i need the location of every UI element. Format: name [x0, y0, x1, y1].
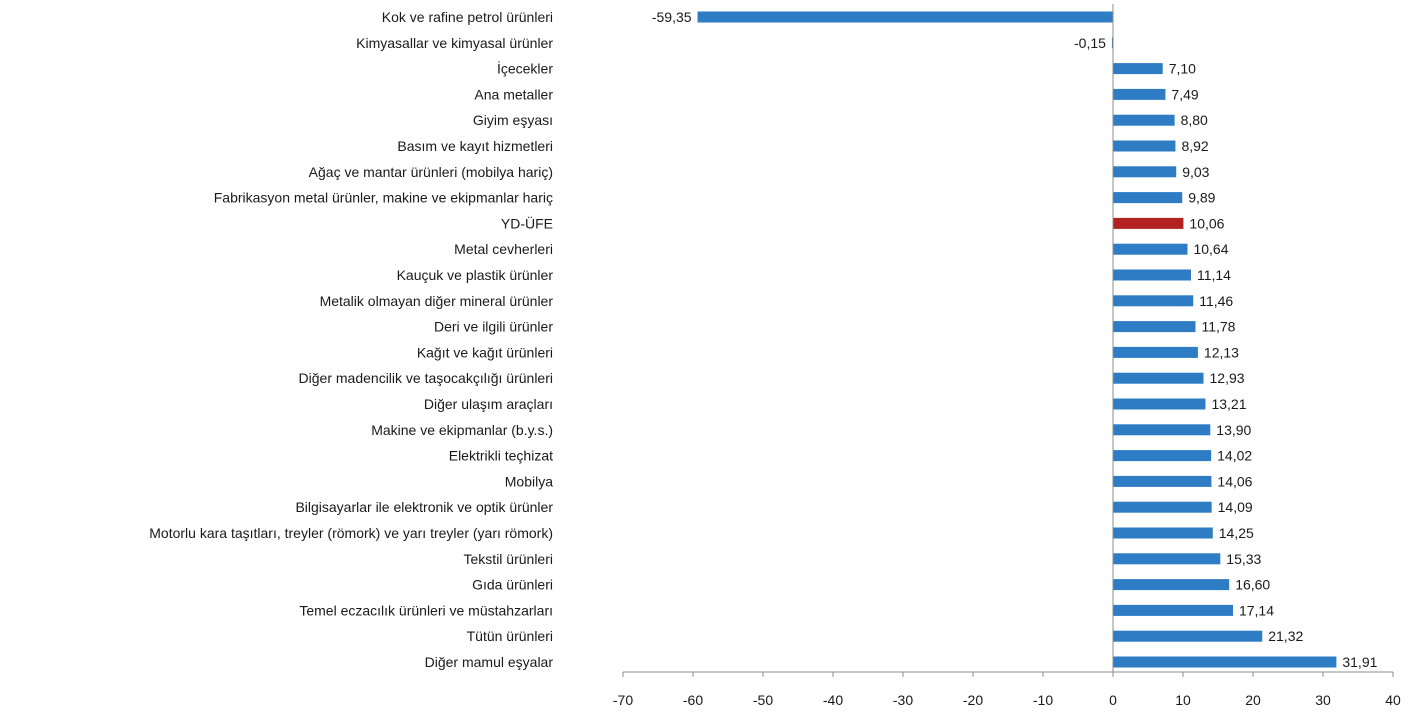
bar-1 [1111, 37, 1113, 49]
bars-group [697, 11, 1337, 668]
value-label-2: 7,10 [1169, 61, 1196, 77]
category-label-2: İçecekler [497, 60, 553, 77]
category-label-11: Metalik olmayan diğer mineral ürünler [320, 293, 554, 309]
value-label-15: 13,21 [1211, 396, 1246, 412]
bar-16 [1113, 424, 1211, 436]
bar-2 [1113, 63, 1163, 75]
x-tick-label-11: 40 [1385, 692, 1401, 708]
bar-7 [1113, 192, 1183, 204]
bar-25 [1113, 656, 1337, 668]
value-label-22: 16,60 [1235, 577, 1270, 593]
category-label-17: Elektrikli teçhizat [449, 448, 553, 464]
value-label-8: 10,06 [1189, 215, 1224, 231]
category-label-6: Ağaç ve mantar ürünleri (mobilya hariç) [309, 164, 553, 180]
bar-13 [1113, 346, 1198, 358]
bar-3 [1113, 88, 1166, 100]
x-tick-label-8: 10 [1175, 692, 1191, 708]
x-tick-label-9: 20 [1245, 692, 1261, 708]
category-label-9: Metal cevherleri [454, 241, 553, 257]
category-label-19: Bilgisayarlar ile elektronik ve optik ür… [295, 499, 553, 515]
category-label-14: Diğer madencilik ve taşocakçılığı ürünle… [299, 370, 553, 386]
bar-21 [1113, 553, 1221, 565]
bar-15 [1113, 398, 1206, 410]
category-label-18: Mobilya [505, 473, 553, 489]
bar-20 [1113, 527, 1213, 539]
value-label-11: 11,46 [1199, 293, 1233, 309]
axes-group: -70 -60 -50 -40 -30 -20 -10 0 10 20 30 40 [613, 4, 1401, 708]
value-label-5: 8,92 [1181, 138, 1208, 154]
value-label-17: 14,02 [1217, 448, 1252, 464]
bar-18 [1113, 475, 1212, 487]
bar-19 [1113, 501, 1212, 513]
value-label-10: 11,14 [1197, 267, 1231, 283]
value-label-6: 9,03 [1182, 164, 1209, 180]
value-label-23: 17,14 [1239, 602, 1274, 618]
category-label-13: Kağıt ve kağıt ürünleri [417, 344, 553, 360]
x-tick-label-7: 0 [1109, 692, 1117, 708]
bar-24 [1113, 630, 1263, 642]
value-label-14: 12,93 [1210, 370, 1245, 386]
category-label-10: Kauçuk ve plastik ürünler [397, 267, 554, 283]
category-label-4: Giyim eşyası [473, 112, 553, 128]
bar-10 [1113, 269, 1191, 281]
value-label-9: 10,64 [1193, 241, 1228, 257]
bar-5 [1113, 140, 1176, 152]
value-label-16: 13,90 [1216, 422, 1251, 438]
value-label-13: 12,13 [1204, 344, 1239, 360]
category-label-21: Tekstil ürünleri [464, 551, 553, 567]
x-tick-label-5: -20 [963, 692, 983, 708]
x-tick-label-4: -30 [893, 692, 913, 708]
x-tick-label-2: -50 [753, 692, 773, 708]
bar-22 [1113, 579, 1230, 591]
category-label-1: Kimyasallar ve kimyasal ürünler [356, 35, 553, 51]
bar-8 [1113, 217, 1184, 229]
category-labels-group: Kok ve rafine petrol ürünleri Kimyasallar… [149, 9, 553, 670]
bar-6 [1113, 166, 1177, 178]
value-label-25: 31,91 [1342, 654, 1377, 670]
category-label-22: Gıda ürünleri [472, 577, 553, 593]
value-label-19: 14,09 [1218, 499, 1253, 515]
category-label-16: Makine ve ekipmanlar (b.y.s.) [371, 422, 553, 438]
value-label-4: 8,80 [1181, 112, 1208, 128]
value-label-20: 14,25 [1219, 525, 1254, 541]
bar-14 [1113, 372, 1204, 384]
x-tick-label-6: -10 [1033, 692, 1053, 708]
bar-23 [1113, 604, 1233, 616]
category-label-15: Diğer ulaşım araçları [424, 396, 553, 412]
category-label-25: Diğer mamul eşyalar [425, 654, 554, 670]
category-label-0: Kok ve rafine petrol ürünleri [382, 9, 553, 25]
category-label-23: Temel eczacılık ürünleri ve müstahzarlar… [299, 602, 553, 618]
x-tick-label-1: -60 [683, 692, 703, 708]
category-label-12: Deri ve ilgili ürünler [434, 319, 553, 335]
x-tick-label-3: -40 [823, 692, 843, 708]
bar-0 [697, 11, 1113, 23]
category-label-20: Motorlu kara taşıtları, treyler (römork)… [149, 525, 553, 541]
x-tick-label-0: -70 [613, 692, 633, 708]
bar-9 [1113, 243, 1188, 255]
value-label-7: 9,89 [1188, 190, 1215, 206]
value-label-1: -0,15 [1074, 35, 1106, 51]
value-label-3: 7,49 [1171, 86, 1198, 102]
bar-11 [1113, 295, 1194, 307]
category-label-7: Fabrikasyon metal ürünler, makine ve eki… [214, 190, 553, 206]
value-label-21: 15,33 [1226, 551, 1261, 567]
category-label-8: YD-ÜFE [501, 214, 553, 231]
x-tick-label-10: 30 [1315, 692, 1331, 708]
category-label-3: Ana metaller [474, 86, 553, 102]
value-label-18: 14,06 [1217, 473, 1252, 489]
bar-12 [1113, 321, 1196, 333]
value-label-12: 11,78 [1201, 319, 1235, 335]
value-label-0: -59,35 [652, 9, 692, 25]
value-labels-group: -59,35 -0,15 7,10 7,49 8,80 8,92 9,03 9,89 10,06… [652, 9, 1378, 670]
category-label-24: Tütün ürünleri [467, 628, 553, 644]
value-label-24: 21,32 [1268, 628, 1303, 644]
bar-17 [1113, 450, 1212, 462]
category-label-5: Basım ve kayıt hizmetleri [397, 138, 553, 154]
bar-4 [1113, 114, 1175, 126]
